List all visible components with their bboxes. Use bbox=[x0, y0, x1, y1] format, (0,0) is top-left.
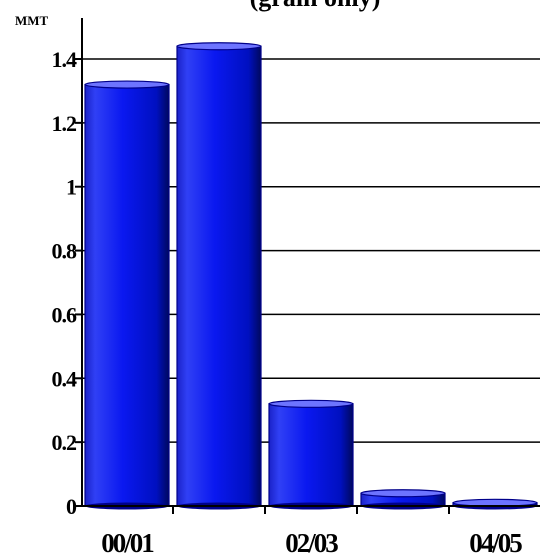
axes bbox=[81, 18, 540, 507]
bar bbox=[176, 42, 262, 510]
x-tick-label: 02/03 bbox=[285, 528, 338, 558]
y-tick-label: 1 bbox=[66, 175, 76, 200]
y-axis-unit-label: MMT bbox=[15, 13, 49, 28]
x-ticks: 00/01 02/03 04/05 bbox=[101, 506, 524, 558]
y-tick-label: 0.6 bbox=[52, 302, 78, 327]
bar-cap bbox=[176, 42, 262, 51]
bar-cap bbox=[268, 399, 354, 408]
bar bbox=[84, 80, 170, 510]
bar-body bbox=[176, 45, 262, 507]
y-tick-label: 0.4 bbox=[52, 366, 78, 391]
y-tick-label: 0 bbox=[66, 494, 77, 519]
y-tick-label: 0.2 bbox=[52, 430, 78, 455]
chart-title: (grain only) bbox=[250, 0, 381, 12]
bars bbox=[84, 42, 538, 510]
y-tick-label: 0.8 bbox=[52, 239, 78, 264]
x-tick-label: 04/05 bbox=[469, 528, 522, 558]
bar bbox=[452, 498, 538, 510]
y-tick-label: 1.2 bbox=[52, 111, 78, 136]
bar-cap bbox=[84, 80, 170, 89]
bar-cap bbox=[360, 489, 446, 498]
x-tick-label: 00/01 bbox=[101, 528, 154, 558]
bar-body bbox=[268, 403, 354, 507]
y-ticks: 0 0.2 0.4 0.6 0.8 1 1.2 1.4 bbox=[52, 47, 82, 519]
bar bbox=[268, 399, 354, 510]
bar-body bbox=[84, 83, 170, 507]
bar bbox=[360, 489, 446, 510]
y-tick-label: 1.4 bbox=[52, 47, 78, 72]
